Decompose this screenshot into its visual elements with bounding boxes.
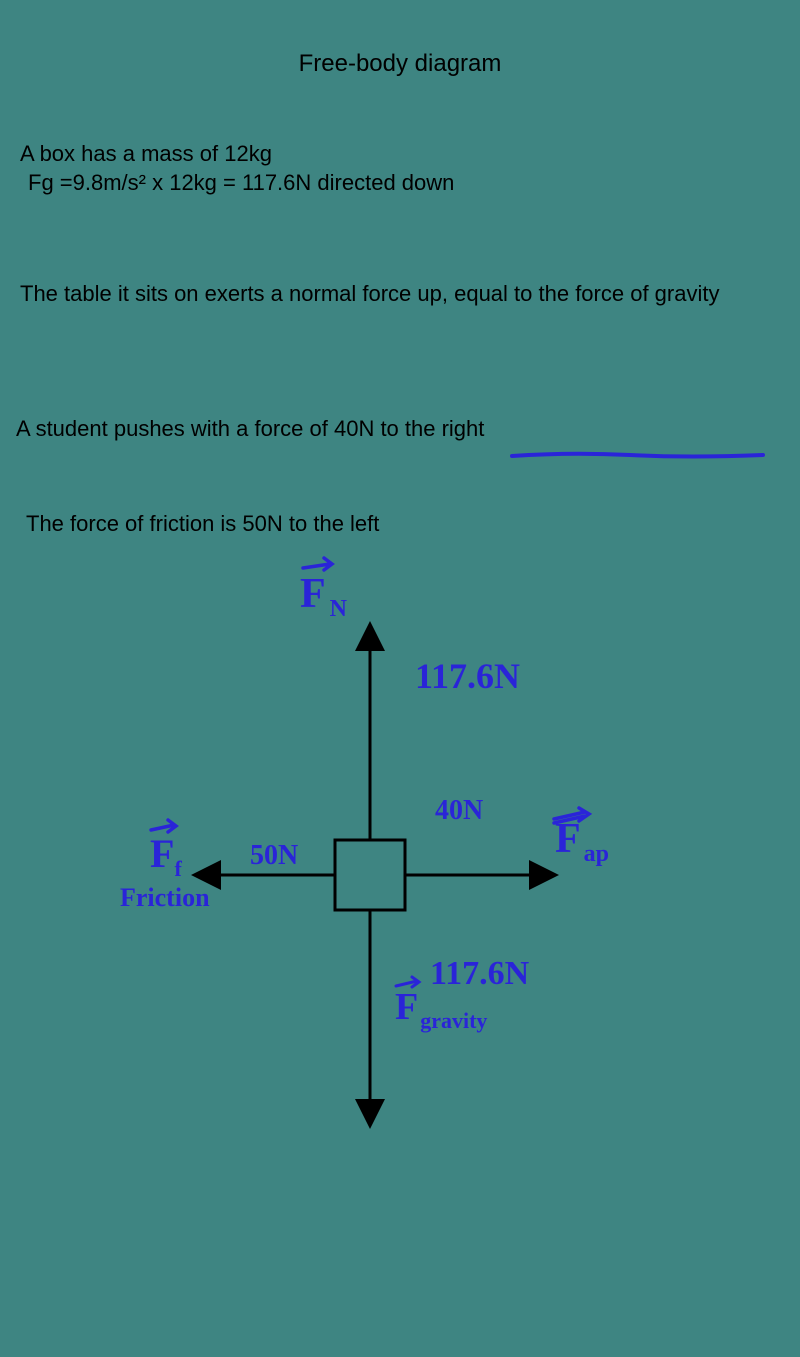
vector-arrow-icon bbox=[148, 818, 184, 836]
paragraph-friction: The force of friction is 50N to the left bbox=[26, 510, 766, 539]
para1-line2: Fg =9.8m/s² x 12kg = 117.6N directed dow… bbox=[28, 169, 760, 198]
para1-line1: A box has a mass of 12kg bbox=[20, 140, 760, 169]
label-fg-symbol: Fgravity bbox=[395, 985, 487, 1034]
fn-letter: F bbox=[300, 571, 326, 617]
box bbox=[335, 840, 405, 910]
fg-letter: F bbox=[395, 986, 418, 1028]
fap-sub: ap bbox=[584, 841, 609, 867]
vector-arrow-icon bbox=[300, 556, 340, 574]
paragraph-mass: A box has a mass of 12kg Fg =9.8m/s² x 1… bbox=[20, 140, 760, 197]
vector-arrow-icon bbox=[551, 805, 595, 825]
fg-sub: gravity bbox=[420, 1008, 487, 1033]
label-fap-value: 40N bbox=[435, 795, 483, 827]
paragraph-normal-force: The table it sits on exerts a normal for… bbox=[20, 280, 760, 309]
ff-letter: F bbox=[150, 831, 174, 876]
label-fn-symbol: FN bbox=[300, 570, 347, 623]
label-ff-word: Friction bbox=[120, 883, 210, 913]
label-ff-symbol: Ff bbox=[150, 830, 182, 882]
label-fap-symbol: Fap bbox=[555, 815, 609, 868]
fn-sub: N bbox=[330, 596, 347, 622]
diagram-svg bbox=[0, 565, 800, 1165]
paragraph-applied-force: A student pushes with a force of 40N to … bbox=[16, 415, 756, 444]
ff-sub: f bbox=[174, 856, 181, 881]
label-ff-value: 50N bbox=[250, 840, 298, 872]
vector-arrow-icon bbox=[393, 975, 427, 991]
page-title: Free-body diagram bbox=[0, 50, 800, 78]
underline-stroke bbox=[510, 450, 765, 460]
free-body-diagram: FN 117.6N 40N Fap 50N Ff Friction 117.6N… bbox=[0, 565, 800, 1165]
label-fn-value: 117.6N bbox=[415, 655, 520, 697]
